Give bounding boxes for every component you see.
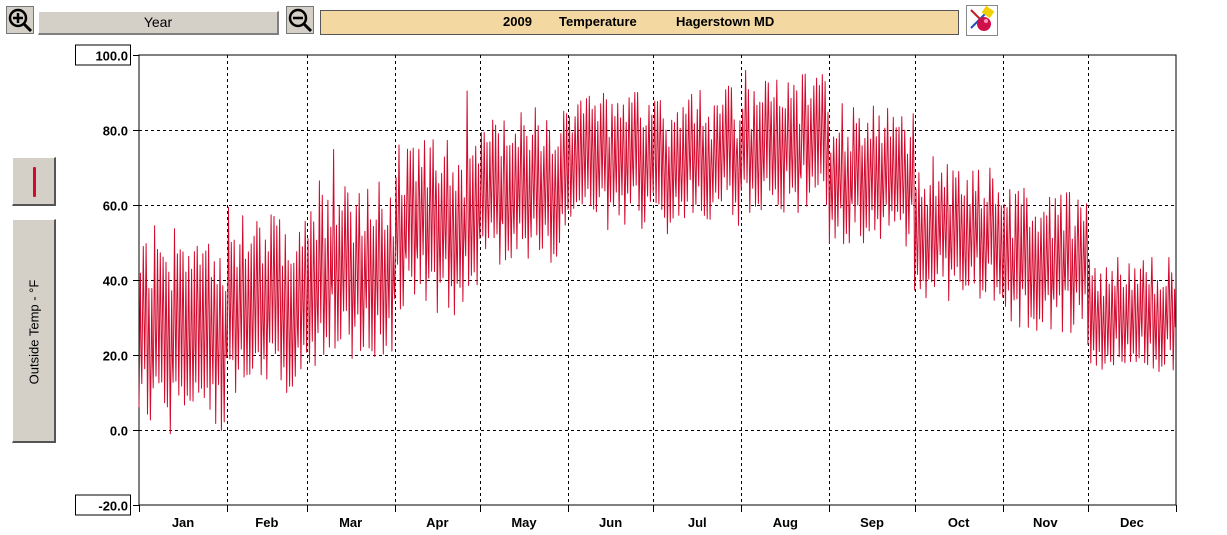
- zoom-out-magnifier-icon: [288, 8, 313, 33]
- temperature-series-line: [138, 69, 1176, 435]
- zoom-in-button[interactable]: [6, 6, 34, 34]
- x-tick-label: Nov: [1033, 515, 1058, 530]
- zoom-in-magnifier-icon: [8, 8, 33, 33]
- paint-palette-icon: [970, 5, 995, 31]
- y-tick-label: -20.0: [98, 499, 128, 514]
- series-color-swatch: [33, 167, 36, 197]
- x-tick-label: Mar: [339, 515, 362, 530]
- y-limit-box: [75, 44, 131, 66]
- x-tick-label: Feb: [255, 515, 278, 530]
- x-tick-label: Sep: [860, 515, 884, 530]
- y-tick-label: 0.0: [110, 424, 128, 439]
- x-tick-label: Jan: [172, 515, 194, 530]
- x-tick-label: Apr: [426, 515, 448, 530]
- y-tick-label: 60.0: [103, 199, 128, 214]
- paint-button[interactable]: [966, 5, 998, 36]
- y-tick-label: 20.0: [103, 349, 128, 364]
- title-year: 2009: [503, 14, 532, 29]
- period-selector[interactable]: Year: [38, 11, 279, 35]
- series-color-button[interactable]: [12, 157, 56, 206]
- y-tick-label: 100.0: [95, 49, 128, 64]
- title-variable: Temperature: [559, 14, 637, 29]
- y-limit-box: [75, 494, 131, 516]
- x-tick-label: May: [511, 515, 537, 530]
- period-label: Year: [143, 14, 173, 30]
- y-axis-variable-button[interactable]: Outside Temp - °F: [12, 219, 56, 443]
- y-tick-label: 80.0: [103, 124, 128, 139]
- title-station: Hagerstown MD: [676, 14, 775, 29]
- x-tick-label: Aug: [773, 515, 798, 530]
- chart-title-bar: 2009 Temperature Hagerstown MD: [320, 10, 959, 35]
- y-tick-label: 40.0: [103, 274, 128, 289]
- x-tick-label: Oct: [948, 515, 970, 530]
- x-tick-label: Jul: [688, 515, 707, 530]
- zoom-out-button[interactable]: [286, 6, 314, 34]
- x-tick-label: Jun: [599, 515, 622, 530]
- x-tick-label: Dec: [1120, 515, 1144, 530]
